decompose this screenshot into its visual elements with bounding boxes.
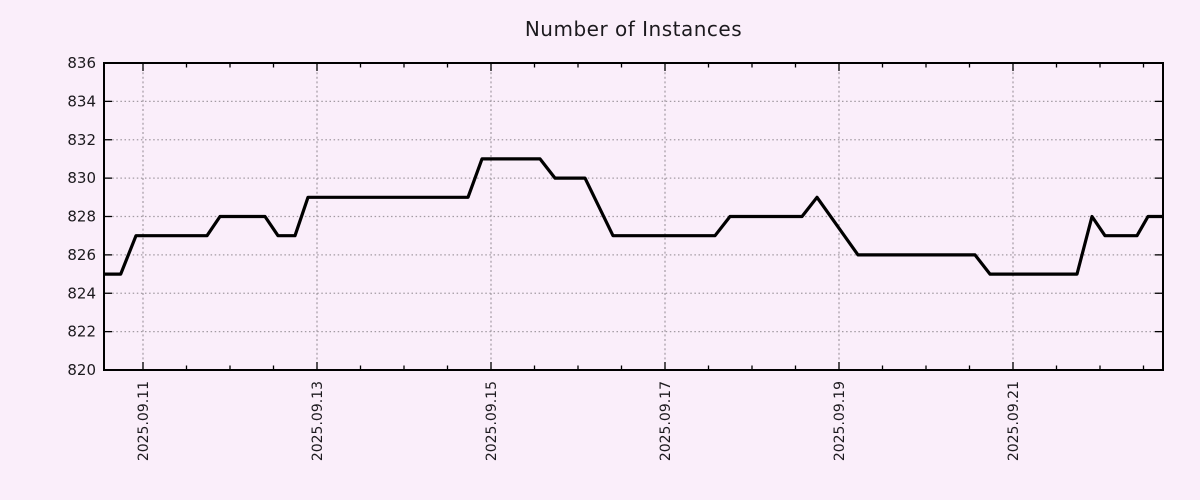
y-tick-label: 828: [67, 208, 96, 226]
y-tick-label: 832: [67, 131, 96, 149]
y-tick-label: 822: [67, 323, 96, 341]
x-tick-label: 2025.09.15: [484, 381, 500, 461]
y-tick-label: 830: [67, 169, 96, 187]
x-tick-label: 2025.09.19: [832, 381, 848, 461]
series-line-instances: [104, 157, 1163, 276]
chart-title: Number of Instances: [524, 17, 743, 41]
x-tick-label: 2025.09.21: [1006, 381, 1022, 461]
y-tick-label: 820: [67, 361, 96, 379]
y-tick-label: 824: [67, 284, 96, 302]
y-tick-label: 826: [67, 246, 96, 264]
x-tick-label: 2025.09.11: [136, 381, 152, 461]
x-tick-label: 2025.09.17: [658, 381, 674, 461]
y-tick-label: 834: [67, 92, 96, 110]
y-tick-label: 836: [67, 54, 96, 72]
x-tick-label: 2025.09.13: [310, 381, 326, 461]
